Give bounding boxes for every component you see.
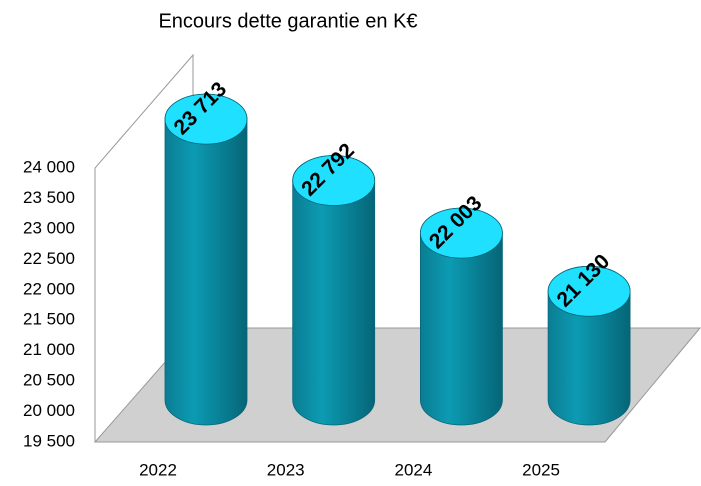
y-tick-label: 19 500 xyxy=(23,431,75,450)
y-tick-label: 21 500 xyxy=(23,310,75,329)
y-tick-label: 20 000 xyxy=(23,401,75,420)
x-tick-label: 2023 xyxy=(267,460,305,479)
y-tick-label: 23 500 xyxy=(23,188,75,207)
y-tick-label: 23 000 xyxy=(23,218,75,237)
y-tick-label: 22 500 xyxy=(23,249,75,268)
x-tick-label: 2024 xyxy=(394,460,432,479)
bar-top xyxy=(547,265,631,317)
y-tick-label: 24 000 xyxy=(23,157,75,176)
y-tick-label: 22 000 xyxy=(23,279,75,298)
bar-top xyxy=(292,155,376,206)
chart-title: Encours dette garantie en K€ xyxy=(158,10,417,32)
bar-top xyxy=(419,207,503,259)
x-tick-label: 2022 xyxy=(139,460,177,479)
y-tick-label: 20 500 xyxy=(23,371,75,390)
x-tick-label: 2025 xyxy=(522,460,560,479)
bar-top xyxy=(164,93,248,145)
y-tick-label: 21 000 xyxy=(23,340,75,359)
